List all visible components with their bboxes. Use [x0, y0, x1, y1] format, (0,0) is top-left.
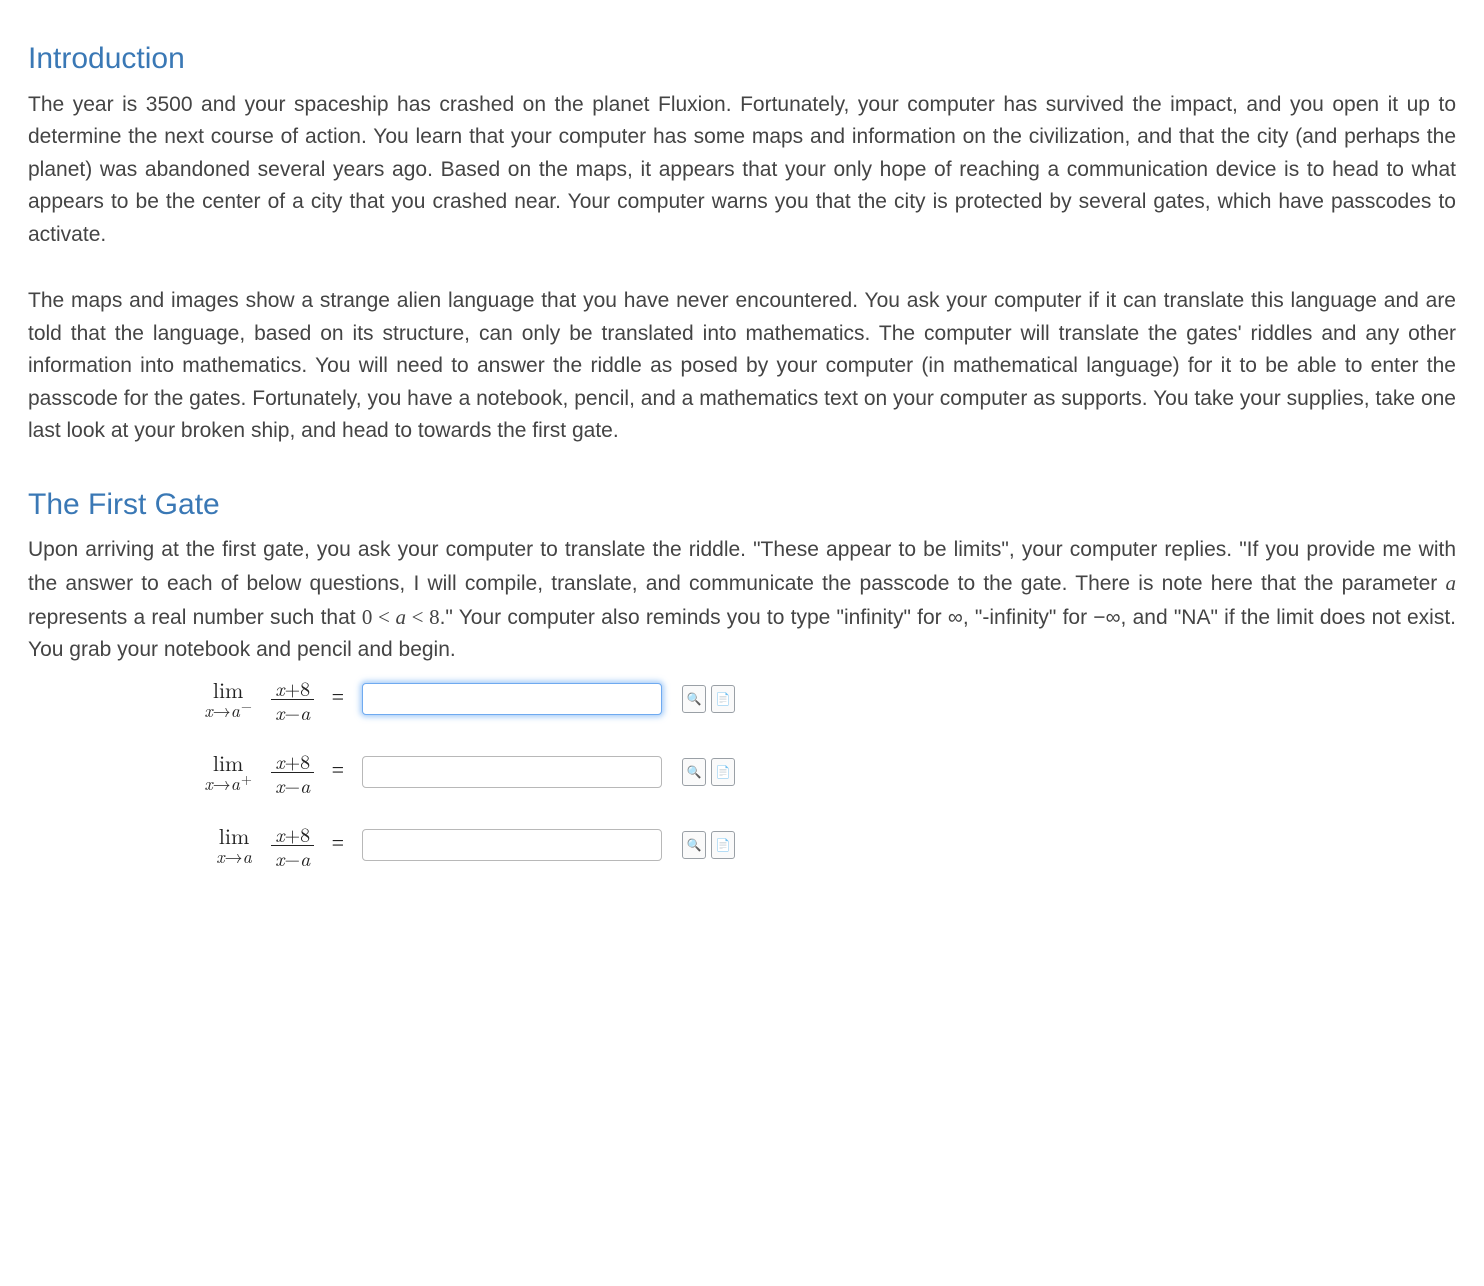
intro-heading: Introduction: [28, 36, 1456, 83]
answer-input-3[interactable]: [362, 829, 662, 861]
first-gate-heading: The First Gate: [28, 482, 1456, 529]
denominator-3: x−a: [271, 846, 314, 868]
parameter-a: a: [1446, 571, 1457, 595]
lim-approach-3: x→a: [216, 848, 252, 867]
limit-expression-1: lim x→a− x+8 x−a =: [114, 677, 344, 722]
intro-paragraph-1: The year is 3500 and your spaceship has …: [28, 89, 1456, 252]
answer-input-1[interactable]: [362, 683, 662, 715]
help-icon[interactable]: [711, 758, 735, 786]
answers-block: lim x→a− x+8 x−a = lim x→a+ x+8 x−a: [114, 677, 1456, 868]
equals-sign-2: =: [332, 757, 344, 782]
intro-paragraph-2: The maps and images show a strange alien…: [28, 285, 1456, 448]
help-icon[interactable]: [711, 831, 735, 859]
gate1-text-mid: represents a real number such that: [28, 606, 362, 629]
answer-input-2[interactable]: [362, 756, 662, 788]
denominator-2: x−a: [271, 773, 314, 795]
question-row-2: lim x→a+ x+8 x−a =: [114, 750, 1456, 795]
gate1-text-pre: Upon arriving at the first gate, you ask…: [28, 538, 1456, 595]
help-icon[interactable]: [711, 685, 735, 713]
limit-expression-3: lim x→a x+8 x−a =: [114, 823, 344, 868]
question-row-3: lim x→a x+8 x−a =: [114, 823, 1456, 868]
question-row-1: lim x→a− x+8 x−a =: [114, 677, 1456, 722]
preview-icon[interactable]: [682, 685, 706, 713]
lim-approach-1: x→a−: [204, 702, 251, 721]
inequality-range: 0 < a < 8: [362, 605, 440, 629]
first-gate-paragraph: Upon arriving at the first gate, you ask…: [28, 534, 1456, 666]
lim-approach-2: x→a+: [204, 775, 251, 794]
preview-icon[interactable]: [682, 758, 706, 786]
equals-sign-3: =: [332, 830, 344, 855]
denominator-1: x−a: [271, 700, 314, 722]
preview-icon[interactable]: [682, 831, 706, 859]
limit-expression-2: lim x→a+ x+8 x−a =: [114, 750, 344, 795]
equals-sign-1: =: [332, 684, 344, 709]
